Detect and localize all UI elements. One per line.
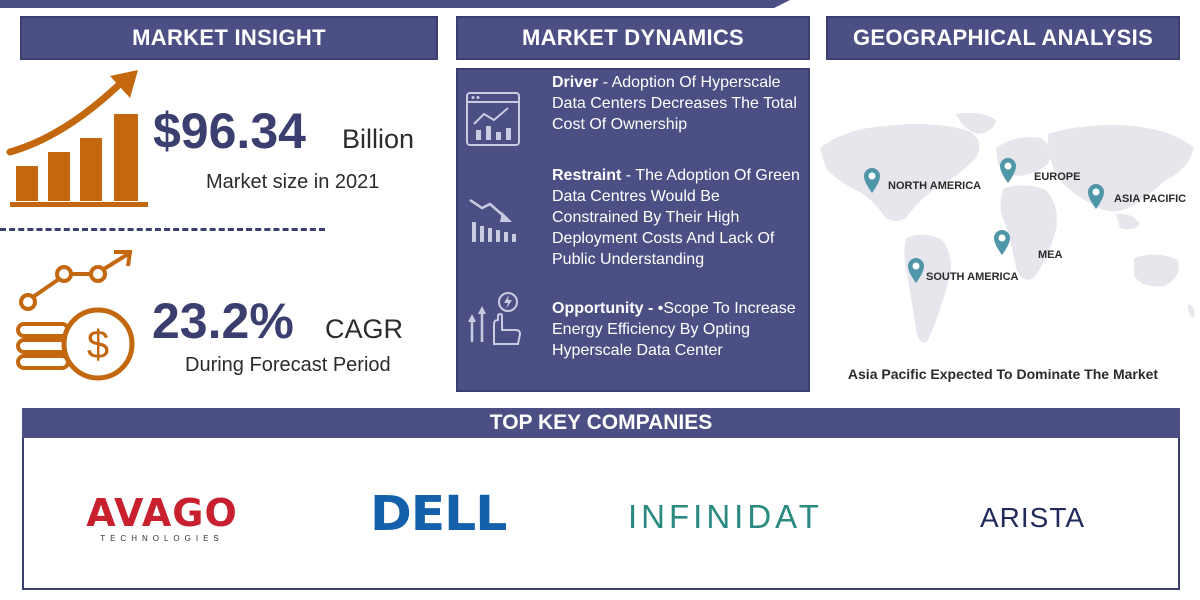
- cagr-caption: During Forecast Period: [185, 354, 391, 376]
- region-label-north-america: NORTH AMERICA: [888, 180, 982, 192]
- market-size-caption: Market size in 2021: [206, 171, 380, 193]
- market-dynamics-header: MARKET DYNAMICS: [456, 16, 810, 60]
- market-size-value: $96.34: [153, 103, 306, 159]
- energy-opportunity-icon: [468, 292, 522, 345]
- opportunity-text: •Scope To Increase Energy Efficiency By …: [552, 300, 796, 359]
- infinidat-logo: INFINIDAT: [628, 498, 823, 535]
- map-pin-icon: [908, 258, 924, 283]
- market-size-unit: Billion: [342, 124, 415, 154]
- region-label-south-america: SOUTH AMERICA: [926, 271, 1019, 283]
- svg-text:$: $: [87, 323, 109, 367]
- dashboard-chart-icon: [466, 92, 520, 146]
- region-label-mea: MEA: [1038, 249, 1063, 261]
- driver-label: Driver: [552, 74, 599, 91]
- market-dynamics-panel: [456, 68, 810, 392]
- cagr-value: 23.2%: [152, 293, 294, 349]
- map-pin-icon: [1088, 184, 1104, 209]
- region-label-europe: EUROPE: [1034, 171, 1081, 183]
- arista-logo: ARISTA: [980, 502, 1086, 533]
- growth-chart-icon: [6, 70, 148, 207]
- cagr-unit: CAGR: [325, 314, 404, 344]
- driver-text: - Adoption Of Hyperscale Data Centers De…: [552, 74, 797, 133]
- market-insight-header: MARKET INSIGHT: [20, 16, 438, 60]
- top-decorative-strip: [0, 0, 790, 8]
- geo-caption: Asia Pacific Expected To Dominate The Ma…: [847, 366, 1159, 382]
- map-pin-icon: [994, 230, 1010, 255]
- opportunity-label: Opportunity -: [552, 300, 654, 317]
- avago-wordmark: AVAGO: [86, 491, 238, 535]
- dynamics-opportunity: Opportunity - •Scope To Increase Energy …: [552, 298, 804, 361]
- region-label-asia-pacific: ASIA PACIFIC: [1114, 193, 1187, 205]
- map-pin-icon: [864, 168, 880, 193]
- geographical-analysis-header: GEOGRAPHICAL ANALYSIS: [826, 16, 1180, 60]
- declining-chart-icon: [469, 198, 516, 242]
- restraint-label: Restraint: [552, 167, 622, 184]
- avago-logo: AVAGO TECHNOLOGIES: [82, 494, 242, 543]
- dashed-divider: [0, 228, 325, 231]
- top-companies-header: TOP KEY COMPANIES: [22, 408, 1180, 438]
- dynamics-restraint: Restraint - The Adoption Of Green Data C…: [552, 165, 804, 270]
- dynamics-driver: Driver - Adoption Of Hyperscale Data Cen…: [552, 72, 804, 135]
- dell-logo: DELL: [370, 486, 507, 542]
- restraint-text: - The Adoption Of Green Data Centres Wou…: [552, 167, 800, 268]
- avago-subtitle: TECHNOLOGIES: [100, 534, 224, 543]
- map-pin-icon: [1000, 158, 1016, 183]
- coins-dollar-icon: $: [16, 250, 135, 381]
